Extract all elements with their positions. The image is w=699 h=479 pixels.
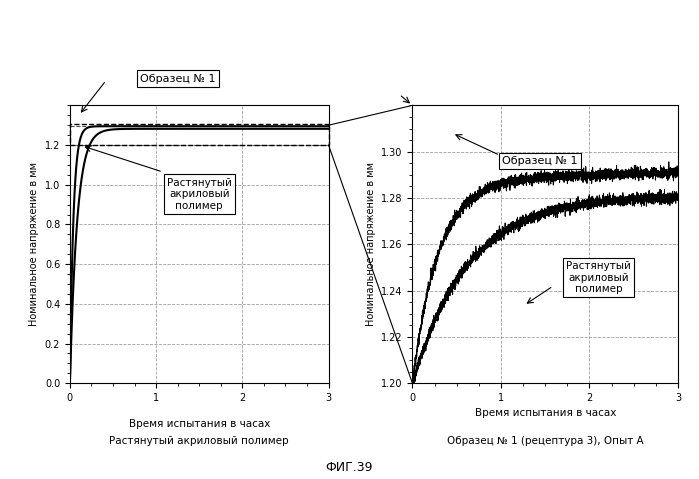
Text: Образец № 1: Образец № 1 [502,156,577,166]
Text: Образец № 1: Образец № 1 [140,74,216,84]
Y-axis label: Номинальное напряжение в мм: Номинальное напряжение в мм [366,162,375,326]
Text: Образец № 1 (рецептура 3), Опыт А: Образец № 1 (рецептура 3), Опыт А [447,436,644,446]
Y-axis label: Номинальное напряжение в мм: Номинальное напряжение в мм [29,162,39,326]
Text: Растянутый
акриловый
полимер: Растянутый акриловый полимер [566,261,630,294]
Text: ФИГ.39: ФИГ.39 [326,461,373,474]
Text: Растянутый акриловый полимер: Растянутый акриловый полимер [110,436,289,446]
Text: Растянутый
акриловый
полимер: Растянутый акриловый полимер [167,178,231,211]
Bar [70,124,329,145]
Text: Время испытания в часах: Время испытания в часах [129,419,270,429]
X-axis label: Время испытания в часах: Время испытания в часах [475,409,616,419]
